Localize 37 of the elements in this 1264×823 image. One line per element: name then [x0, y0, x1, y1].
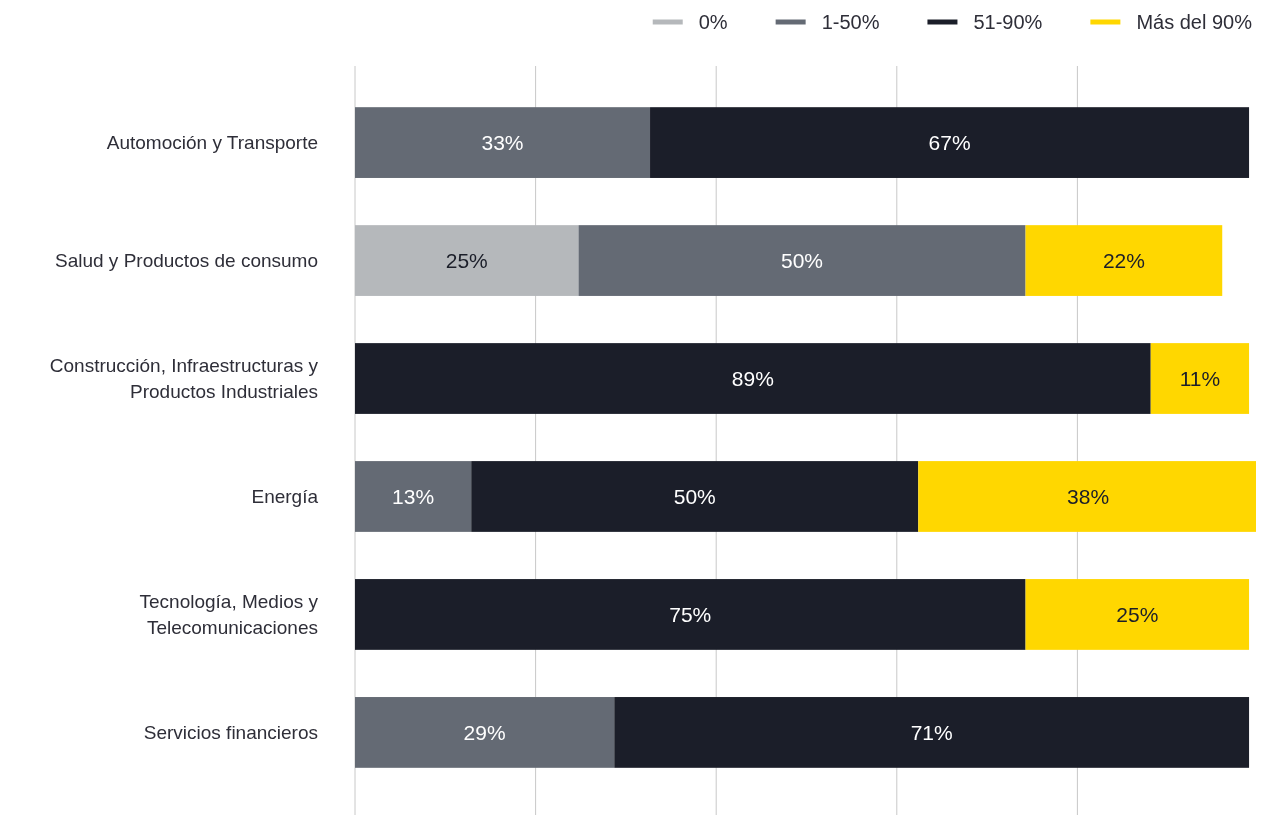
data-label: 13%: [392, 484, 435, 508]
data-label: 50%: [781, 248, 824, 272]
legend-label: 51-90%: [973, 11, 1043, 33]
legend-label: Más del 90%: [1136, 11, 1253, 33]
y-tick-label: Automoción y Transporte: [106, 132, 318, 154]
bar: [578, 225, 1026, 296]
data-label: 25%: [445, 248, 488, 272]
bar: [1150, 343, 1250, 414]
y-tick-label: Servicios financieros: [143, 722, 318, 744]
data-label: 38%: [1067, 484, 1110, 508]
bar: [1025, 579, 1250, 650]
data-label: 22%: [1102, 248, 1145, 272]
y-tick-label: Energía: [251, 486, 319, 508]
data-label: 50%: [673, 484, 716, 508]
data-label: 33%: [481, 130, 524, 154]
bar: [355, 107, 651, 178]
bar: [614, 697, 1250, 768]
data-label: 71%: [910, 720, 953, 744]
bar: [471, 461, 919, 532]
y-tick-label: Salud y Productos de consumo: [55, 250, 318, 272]
data-label: 11%: [1179, 366, 1221, 390]
bar: [1025, 225, 1223, 296]
bar: [355, 579, 1026, 650]
bar: [355, 343, 1151, 414]
data-label: 25%: [1116, 602, 1159, 626]
data-label: 29%: [463, 720, 506, 744]
bar: [650, 107, 1250, 178]
legend-label: 0%: [698, 11, 728, 33]
data-label: 67%: [928, 130, 971, 154]
y-tick-label: Tecnología, Medios y Telecomunicaciones: [139, 591, 319, 639]
data-label: 75%: [669, 602, 712, 626]
bar: [355, 461, 472, 532]
bar: [355, 225, 579, 296]
legend-label: 1-50%: [821, 11, 880, 33]
y-tick-label: Construcción, Infraestructuras y Productos Industriales: [49, 355, 319, 403]
bar: [355, 697, 615, 768]
data-label: 89%: [731, 366, 774, 390]
